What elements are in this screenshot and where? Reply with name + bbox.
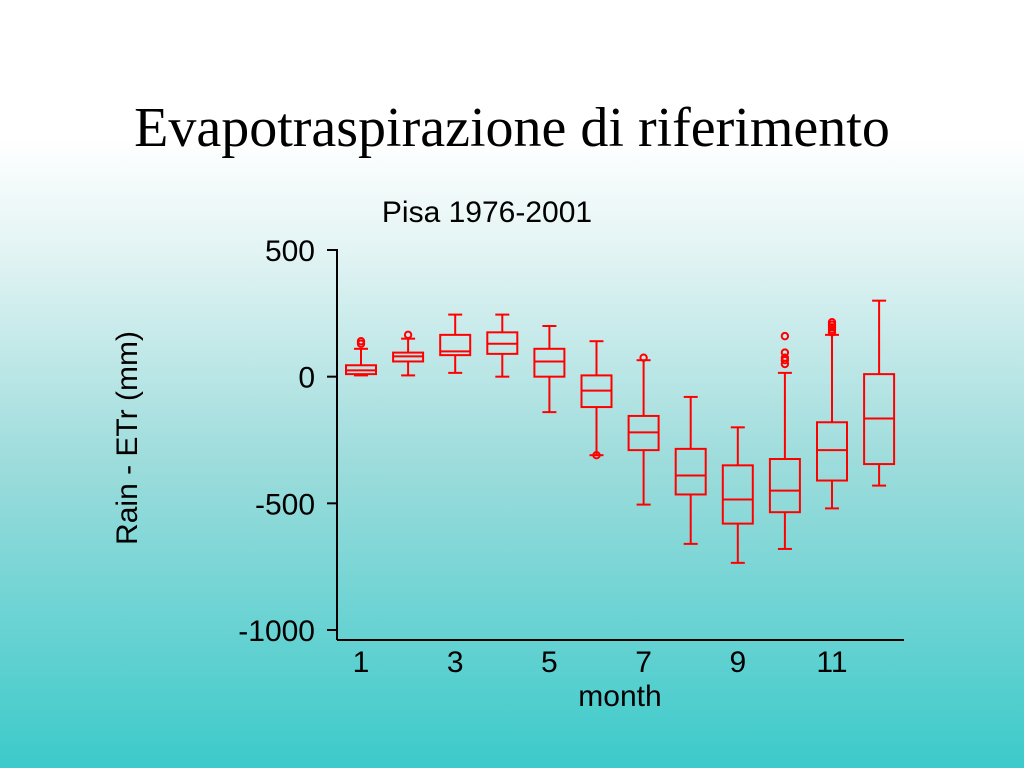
box-iqr: [721, 464, 754, 525]
x-tick-label: 1: [353, 646, 370, 679]
x-axis-label: month: [578, 680, 661, 713]
box-iqr: [768, 458, 801, 514]
outlier-point: [827, 318, 837, 327]
outlier-point: [403, 330, 413, 340]
outlier-point: [780, 331, 790, 341]
slide-title: Evapotraspirazione di riferimento: [134, 97, 890, 159]
x-tick-label: 9: [729, 646, 746, 679]
y-tick-label: -1000: [238, 615, 315, 648]
x-tick-label: 7: [635, 646, 652, 679]
y-tick-label: -500: [255, 488, 315, 521]
outlier-point: [356, 337, 366, 346]
box-month-10: [768, 331, 801, 550]
x-tick-label: 3: [447, 646, 464, 679]
box-month-9: [721, 426, 754, 564]
box-month-3: [439, 313, 472, 374]
box-month-2: [392, 330, 425, 377]
box-month-5: [533, 325, 566, 414]
box-month-11: [816, 318, 848, 510]
box-iqr: [533, 347, 566, 378]
box-month-6: [580, 340, 613, 460]
box-month-1: [345, 337, 377, 377]
box-group: [345, 299, 896, 564]
outlier-point: [780, 348, 790, 357]
box-month-8: [674, 395, 707, 545]
box-month-7: [627, 353, 660, 506]
outlier-point: [639, 353, 648, 362]
box-iqr: [816, 421, 848, 482]
chart-title: Pisa 1976-2001: [382, 196, 592, 229]
box-iqr: [674, 447, 707, 496]
outlier-point: [780, 353, 790, 362]
outlier-point: [592, 451, 601, 460]
y-tick-label: 0: [298, 362, 315, 395]
box-iqr: [439, 333, 472, 357]
y-tick-group: 500 0 -500 -1000: [238, 235, 337, 648]
y-tick-label: 500: [265, 235, 315, 268]
box-month-12: [863, 299, 896, 487]
y-axis-label: Rain - ETr (mm): [111, 331, 144, 545]
x-tick-label: 11: [816, 646, 847, 679]
x-tick-group: 1 3 5 7 9 11: [353, 646, 848, 679]
box-month-4: [486, 313, 519, 378]
x-tick-label: 5: [541, 646, 558, 679]
